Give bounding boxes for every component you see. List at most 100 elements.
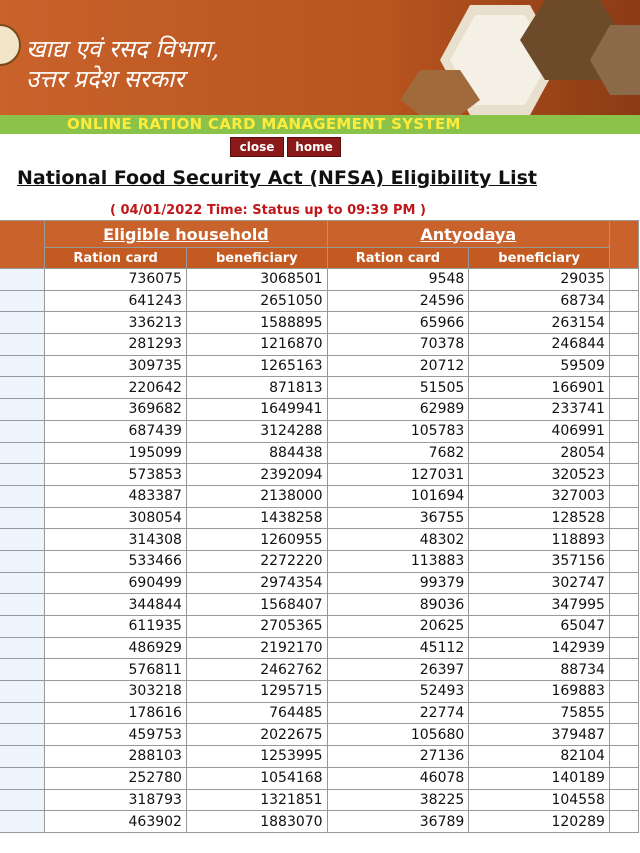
table-cell: 22774 [326,701,470,725]
table-cell: 871813 [185,376,328,400]
trail-cell [608,506,640,530]
table-cell: 3068501 [185,268,328,291]
table-cell: 169883 [468,680,610,703]
banner-art [0,0,640,115]
table-cell: 82104 [468,745,610,768]
table-cell: 166901 [468,376,610,400]
home-button[interactable]: home [287,137,341,157]
trail-cell [608,268,640,291]
table-cell: 2392094 [185,463,328,486]
table-cell: 105783 [326,419,470,443]
table-cell: 641243 [44,289,187,313]
table-cell: 576811 [44,658,187,682]
trail-cell [608,658,640,682]
table-cell: 118893 [468,528,610,551]
table-cell: 486929 [44,636,187,660]
table-cell: 1216870 [185,333,328,356]
table-cell: 347995 [468,593,610,616]
table-cell: 195099 [44,441,187,465]
table-cell: 459753 [44,723,187,747]
data-row: 195099 884438 7682 28054 [0,441,640,465]
trail-cell [608,615,640,638]
department-name: खाद्य एवं रसद विभाग, [26,35,220,63]
lead-cell [0,419,46,443]
table-cell: 309735 [44,354,187,378]
table-cell: 88734 [468,658,610,682]
table-cell: 314308 [44,528,187,551]
data-row: 281293 1216870 70378 246844 [0,333,640,356]
table-cell: 178616 [44,701,187,725]
state-name: उत्तर प्रदेश सरकार [26,65,185,93]
data-row: 573853 2392094 127031 320523 [0,463,640,486]
table-cell: 28054 [468,441,610,465]
table-cell: 263154 [468,311,610,335]
table-cell: 38225 [326,788,470,812]
group-header: Antyodaya [326,220,610,248]
header-cell [0,220,46,269]
table-cell: 104558 [468,788,610,812]
table-cell: 36755 [326,506,470,530]
table-cell: 736075 [44,268,187,291]
lead-cell [0,484,46,508]
eligibility-table: Eligible household Antyodaya Ration card be… [0,220,640,833]
data-row: 178616 764485 22774 75855 [0,701,640,725]
table-cell: 281293 [44,333,187,356]
table-cell: 1260955 [185,528,328,551]
data-row: 308054 1438258 36755 128528 [0,506,640,530]
table-cell: 573853 [44,463,187,486]
table-cell: 379487 [468,723,610,747]
table-cell: 1568407 [185,593,328,616]
table-cell: 140189 [468,766,610,790]
trail-cell [608,593,640,616]
table-cell: 690499 [44,571,187,595]
lead-cell [0,701,46,725]
table-cell: 252780 [44,766,187,790]
lead-cell [0,463,46,486]
sub-header: beneficiary [185,247,328,269]
table-cell: 369682 [44,398,187,421]
table-cell: 1253995 [185,745,328,768]
table-cell: 2651050 [185,289,328,313]
table-cell: 303218 [44,680,187,703]
page-title: National Food Security Act (NFSA) Eligib… [17,167,537,189]
lead-cell [0,636,46,660]
data-row: 303218 1295715 52493 169883 [0,680,640,703]
lead-cell [0,376,46,400]
trail-cell [608,766,640,790]
table-cell: 764485 [185,701,328,725]
table-cell: 48302 [326,528,470,551]
data-row: 533466 2272220 113883 357156 [0,549,640,573]
table-cell: 113883 [326,549,470,573]
table-cell: 1265163 [185,354,328,378]
sub-header-row: Ration card beneficiary Ration card benefic… [0,247,639,269]
data-row: 459753 2022675 105680 379487 [0,723,640,747]
table-cell: 2974354 [185,571,328,595]
table-cell: 336213 [44,311,187,335]
table-cell: 533466 [44,549,187,573]
data-row: 576811 2462762 26397 88734 [0,658,640,682]
table-cell: 2272220 [185,549,328,573]
data-row: 309735 1265163 20712 59509 [0,354,640,378]
table-cell: 52493 [326,680,470,703]
data-row: 369682 1649941 62989 233741 [0,398,640,421]
table-cell: 68734 [468,289,610,313]
table-cell: 406991 [468,419,610,443]
table-cell: 75855 [468,701,610,725]
lead-cell [0,549,46,573]
lead-cell [0,289,46,313]
table-cell: 62989 [326,398,470,421]
data-row: 463902 1883070 36789 120289 [0,810,640,833]
table-cell: 246844 [468,333,610,356]
table-cell: 1295715 [185,680,328,703]
table-cell: 1321851 [185,788,328,812]
data-row: 288103 1253995 27136 82104 [0,745,640,768]
lead-cell [0,615,46,638]
sub-header: Ration card [44,247,187,269]
lead-cell [0,528,46,551]
table-cell: 36789 [326,810,470,833]
lead-cell [0,766,46,790]
table-cell: 318793 [44,788,187,812]
table-cell: 89036 [326,593,470,616]
close-button[interactable]: close [230,137,284,157]
lead-cell [0,723,46,747]
